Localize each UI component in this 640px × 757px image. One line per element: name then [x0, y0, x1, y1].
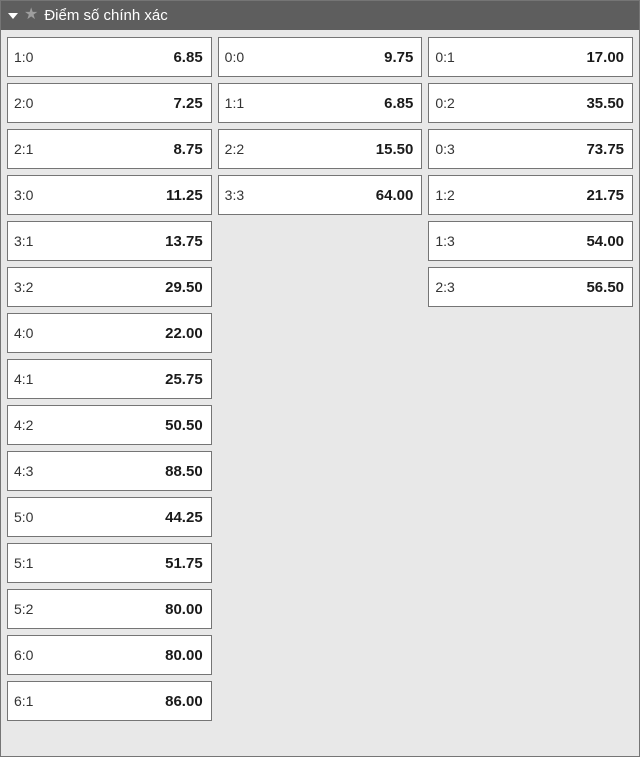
bet-score: 2:3 — [435, 279, 454, 295]
bet-score: 0:2 — [435, 95, 454, 111]
bet-score: 4:1 — [14, 371, 33, 387]
bet-odds: 86.00 — [165, 693, 203, 710]
bet-odds: 51.75 — [165, 555, 203, 572]
bet-odds: 13.75 — [165, 233, 203, 250]
bet-option[interactable]: 1:1 6.85 — [218, 83, 423, 123]
bet-odds: 21.75 — [586, 187, 624, 204]
bet-option[interactable]: 0:2 35.50 — [428, 83, 633, 123]
bet-option[interactable]: 4:2 50.50 — [7, 405, 212, 445]
bet-odds: 6.85 — [384, 95, 413, 112]
star-icon[interactable]: ★ — [24, 7, 38, 23]
market-panel: ★ Điểm số chính xác 1:0 6.85 2:0 7.25 2:1 8.7… — [0, 0, 640, 757]
bet-odds: 64.00 — [376, 187, 414, 204]
bet-odds: 35.50 — [586, 95, 624, 112]
bet-option[interactable]: 2:3 56.50 — [428, 267, 633, 307]
bet-option[interactable]: 4:1 25.75 — [7, 359, 212, 399]
bet-option[interactable]: 2:2 15.50 — [218, 129, 423, 169]
bet-option[interactable]: 3:0 11.25 — [7, 175, 212, 215]
bet-score: 3:2 — [14, 279, 33, 295]
bet-odds: 56.50 — [586, 279, 624, 296]
market-title: Điểm số chính xác — [44, 7, 167, 24]
bet-score: 5:0 — [14, 509, 33, 525]
bet-odds: 88.50 — [165, 463, 203, 480]
bet-score: 5:1 — [14, 555, 33, 571]
bet-odds: 80.00 — [165, 601, 203, 618]
bet-odds: 9.75 — [384, 49, 413, 66]
chevron-down-icon — [8, 13, 18, 19]
bet-option[interactable]: 3:1 13.75 — [7, 221, 212, 261]
bet-option[interactable]: 1:2 21.75 — [428, 175, 633, 215]
bet-odds: 15.50 — [376, 141, 414, 158]
bet-score: 5:2 — [14, 601, 33, 617]
bet-option[interactable]: 4:3 88.50 — [7, 451, 212, 491]
bet-score: 2:0 — [14, 95, 33, 111]
bet-odds: 73.75 — [586, 141, 624, 158]
bet-option[interactable]: 6:0 80.00 — [7, 635, 212, 675]
bet-odds: 17.00 — [586, 49, 624, 66]
bet-option[interactable]: 5:2 80.00 — [7, 589, 212, 629]
bet-option[interactable]: 0:1 17.00 — [428, 37, 633, 77]
bet-odds: 22.00 — [165, 325, 203, 342]
odds-column-away-wins: 0:1 17.00 0:2 35.50 0:3 73.75 1:2 21.75 1:3 54.00… — [428, 37, 633, 749]
bet-score: 1:2 — [435, 187, 454, 203]
bet-option[interactable]: 4:0 22.00 — [7, 313, 212, 353]
bet-odds: 8.75 — [173, 141, 202, 158]
bet-score: 1:1 — [225, 95, 244, 111]
market-body: 1:0 6.85 2:0 7.25 2:1 8.75 3:0 11.25 3:1 13.75 3:2… — [1, 30, 639, 756]
bet-odds: 80.00 — [165, 647, 203, 664]
bet-odds: 29.50 — [165, 279, 203, 296]
bet-option[interactable]: 3:3 64.00 — [218, 175, 423, 215]
odds-column-home-wins: 1:0 6.85 2:0 7.25 2:1 8.75 3:0 11.25 3:1 13.75 3:2… — [7, 37, 212, 749]
bet-option[interactable]: 2:0 7.25 — [7, 83, 212, 123]
bet-option[interactable]: 3:2 29.50 — [7, 267, 212, 307]
bet-odds: 25.75 — [165, 371, 203, 388]
bet-option[interactable]: 6:1 86.00 — [7, 681, 212, 721]
bet-score: 3:3 — [225, 187, 244, 203]
bet-score: 0:1 — [435, 49, 454, 65]
bet-score: 0:3 — [435, 141, 454, 157]
bet-score: 3:0 — [14, 187, 33, 203]
bet-option[interactable]: 5:1 51.75 — [7, 543, 212, 583]
bet-score: 2:2 — [225, 141, 244, 157]
bet-score: 1:0 — [14, 49, 33, 65]
bet-score: 2:1 — [14, 141, 33, 157]
bet-option[interactable]: 0:3 73.75 — [428, 129, 633, 169]
bet-score: 3:1 — [14, 233, 33, 249]
odds-column-draw: 0:0 9.75 1:1 6.85 2:2 15.50 3:3 64.00 — [218, 37, 423, 749]
bet-option[interactable]: 0:0 9.75 — [218, 37, 423, 77]
bet-odds: 54.00 — [586, 233, 624, 250]
bet-odds: 44.25 — [165, 509, 203, 526]
bet-score: 0:0 — [225, 49, 244, 65]
bet-score: 4:2 — [14, 417, 33, 433]
bet-option[interactable]: 1:3 54.00 — [428, 221, 633, 261]
bet-odds: 50.50 — [165, 417, 203, 434]
bet-odds: 7.25 — [173, 95, 202, 112]
bet-option[interactable]: 2:1 8.75 — [7, 129, 212, 169]
bet-score: 4:0 — [14, 325, 33, 341]
bet-score: 6:1 — [14, 693, 33, 709]
market-header[interactable]: ★ Điểm số chính xác — [1, 1, 639, 30]
bet-odds: 11.25 — [166, 187, 203, 204]
bet-odds: 6.85 — [173, 49, 202, 66]
bet-score: 1:3 — [435, 233, 454, 249]
bet-score: 6:0 — [14, 647, 33, 663]
bet-option[interactable]: 1:0 6.85 — [7, 37, 212, 77]
bet-option[interactable]: 5:0 44.25 — [7, 497, 212, 537]
bet-score: 4:3 — [14, 463, 33, 479]
